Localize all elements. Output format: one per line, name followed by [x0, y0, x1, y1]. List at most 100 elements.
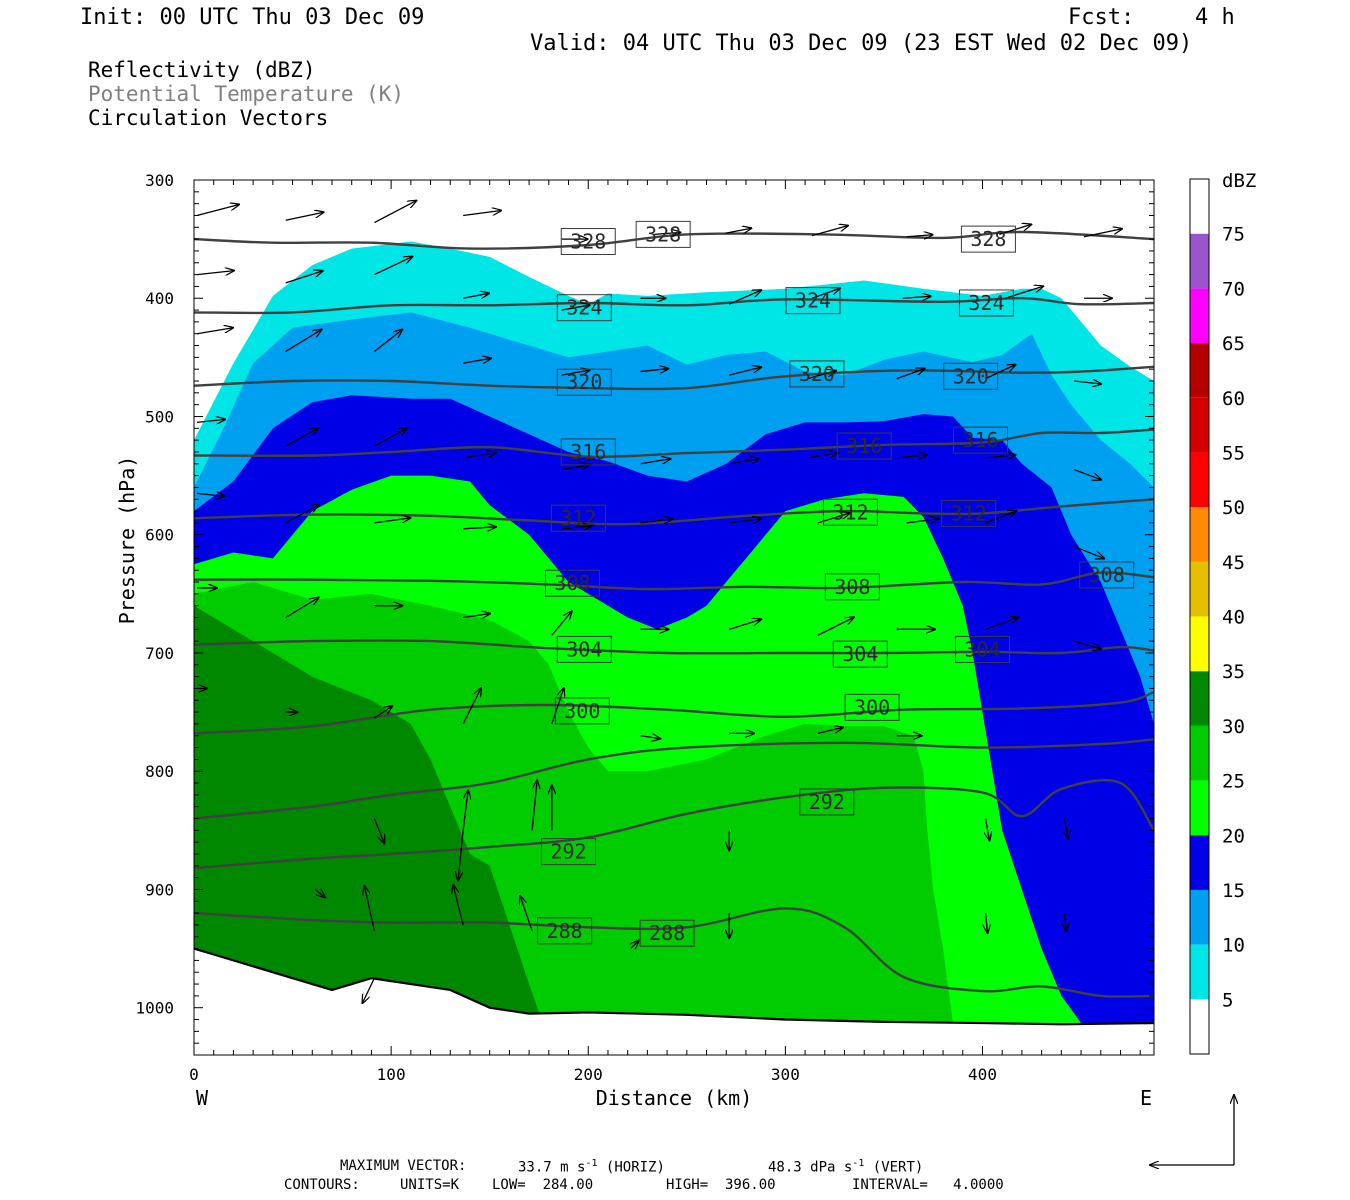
circulation-vector [551, 611, 572, 636]
theta-contour-320 [194, 365, 1154, 391]
circulation-vector [729, 459, 759, 465]
contour-label-324: 324 [556, 294, 612, 322]
circulation-vector [640, 369, 669, 372]
svg-text:324: 324 [968, 291, 1004, 315]
y-tick-label: 900 [145, 880, 174, 899]
circulation-vector [1073, 469, 1101, 480]
circulation-vector [551, 688, 564, 725]
circulation-vector [285, 212, 324, 221]
circulation-vector [640, 459, 671, 465]
colorbar-swatch [1190, 233, 1209, 289]
svg-text:292: 292 [809, 790, 845, 814]
circulation-vector [463, 358, 491, 364]
circulation-vector [811, 288, 840, 299]
circulation-vector [196, 204, 239, 217]
x-axis-label: Distance (km) [596, 1086, 753, 1110]
x-tick-label: 0 [189, 1065, 199, 1084]
svg-text:312: 312 [951, 501, 987, 525]
circulation-vector [374, 257, 412, 276]
colorbar-swatch [1190, 397, 1209, 453]
circulation-vector [1073, 545, 1104, 559]
circulation-vector [654, 232, 680, 234]
colorbar-swatch [1190, 671, 1209, 726]
circulation-vector [462, 790, 468, 831]
svg-text:324: 324 [566, 296, 602, 320]
circulation-vector [986, 913, 988, 933]
circulation-vector [561, 370, 590, 376]
contour-label-328: 328 [560, 227, 616, 255]
colorbar-swatch [1190, 944, 1209, 1000]
circulation-vector [807, 453, 838, 459]
west-label: W [196, 1086, 209, 1110]
circulation-vector [729, 619, 761, 630]
circulation-vector [896, 369, 925, 380]
circulation-vector [811, 226, 848, 237]
contour-label-288: 288 [537, 917, 593, 945]
circulation-vector [374, 329, 402, 352]
circulation-vector [196, 493, 225, 496]
colorbar-level-label: 40 [1222, 607, 1245, 629]
contour-label-300: 300 [554, 697, 610, 725]
circulation-vector [531, 780, 537, 831]
circulation-vector [1074, 381, 1101, 384]
circulation-vector [561, 465, 590, 471]
circulation-vector [631, 941, 639, 949]
colorbar-level-label: 65 [1222, 333, 1245, 355]
contour-label-312: 312 [941, 499, 997, 527]
circulation-vector [314, 889, 325, 897]
theta-contour-304 [194, 639, 1154, 655]
contour-label-320: 320 [789, 360, 845, 388]
colorbar-level-label: 15 [1222, 880, 1245, 902]
colorbar-level-label: 25 [1222, 771, 1245, 793]
colorbar-swatch [1190, 616, 1209, 672]
contour-label-304: 304 [556, 635, 612, 663]
reflectivity-field [194, 241, 1154, 1024]
circulation-vector [986, 818, 990, 841]
svg-text:300: 300 [854, 695, 890, 719]
circulation-vector [729, 519, 761, 523]
colorbar-swatch [1190, 288, 1209, 344]
contours-interval: INTERVAL= 4.0000 [852, 1177, 1004, 1193]
max-vector-vert: 48.3 dPa s-1 (VERT) [768, 1158, 924, 1176]
circulation-vector [458, 830, 464, 880]
x-tick-label: 400 [968, 1065, 997, 1084]
circulation-vector [725, 228, 751, 234]
contour-label-308: 308 [544, 569, 600, 597]
contour-label-292: 292 [799, 788, 855, 816]
circulation-vector [462, 293, 489, 299]
contours-label: CONTOURS: [284, 1177, 360, 1193]
contour-label-304: 304 [832, 640, 888, 668]
reference-vector [1150, 1095, 1234, 1165]
east-label: E [1140, 1086, 1152, 1110]
contour-label-316: 316 [953, 426, 1009, 454]
colorbar-swatch [1190, 725, 1209, 781]
circulation-vector [196, 271, 234, 275]
contours-low: LOW= 284.00 [492, 1177, 594, 1193]
y-tick-label: 700 [145, 644, 174, 663]
circulation-vector [453, 885, 464, 926]
colorbar-level-label: 30 [1222, 716, 1245, 738]
colorbar-level-label: 5 [1222, 989, 1233, 1011]
circulation-vector [896, 455, 927, 458]
contours-units: UNITS=K [400, 1177, 460, 1193]
circulation-vector [561, 305, 590, 311]
circulation-vector [985, 617, 1019, 630]
contour-label-324: 324 [958, 289, 1014, 317]
contour-label-288: 288 [639, 919, 695, 947]
circulation-vector [374, 201, 416, 224]
theta-contour-300 [194, 690, 1154, 735]
circulation-vector [285, 428, 319, 447]
circulation-vector [561, 526, 592, 529]
svg-text:312: 312 [832, 500, 868, 524]
colorbar-level-label: 55 [1222, 442, 1245, 464]
svg-text:316: 316 [962, 428, 998, 452]
circulation-vector [362, 977, 375, 1003]
contour-label-308: 308 [1079, 561, 1135, 589]
circulation-vector [1074, 640, 1101, 649]
circulation-vector [640, 736, 661, 739]
svg-text:308: 308 [834, 575, 870, 599]
colorbar-level-label: 50 [1222, 497, 1245, 519]
theta-contour-296 [194, 738, 1154, 820]
colorbar-frame [1189, 178, 1210, 1055]
forecast-hour: 4 h [1195, 5, 1235, 30]
